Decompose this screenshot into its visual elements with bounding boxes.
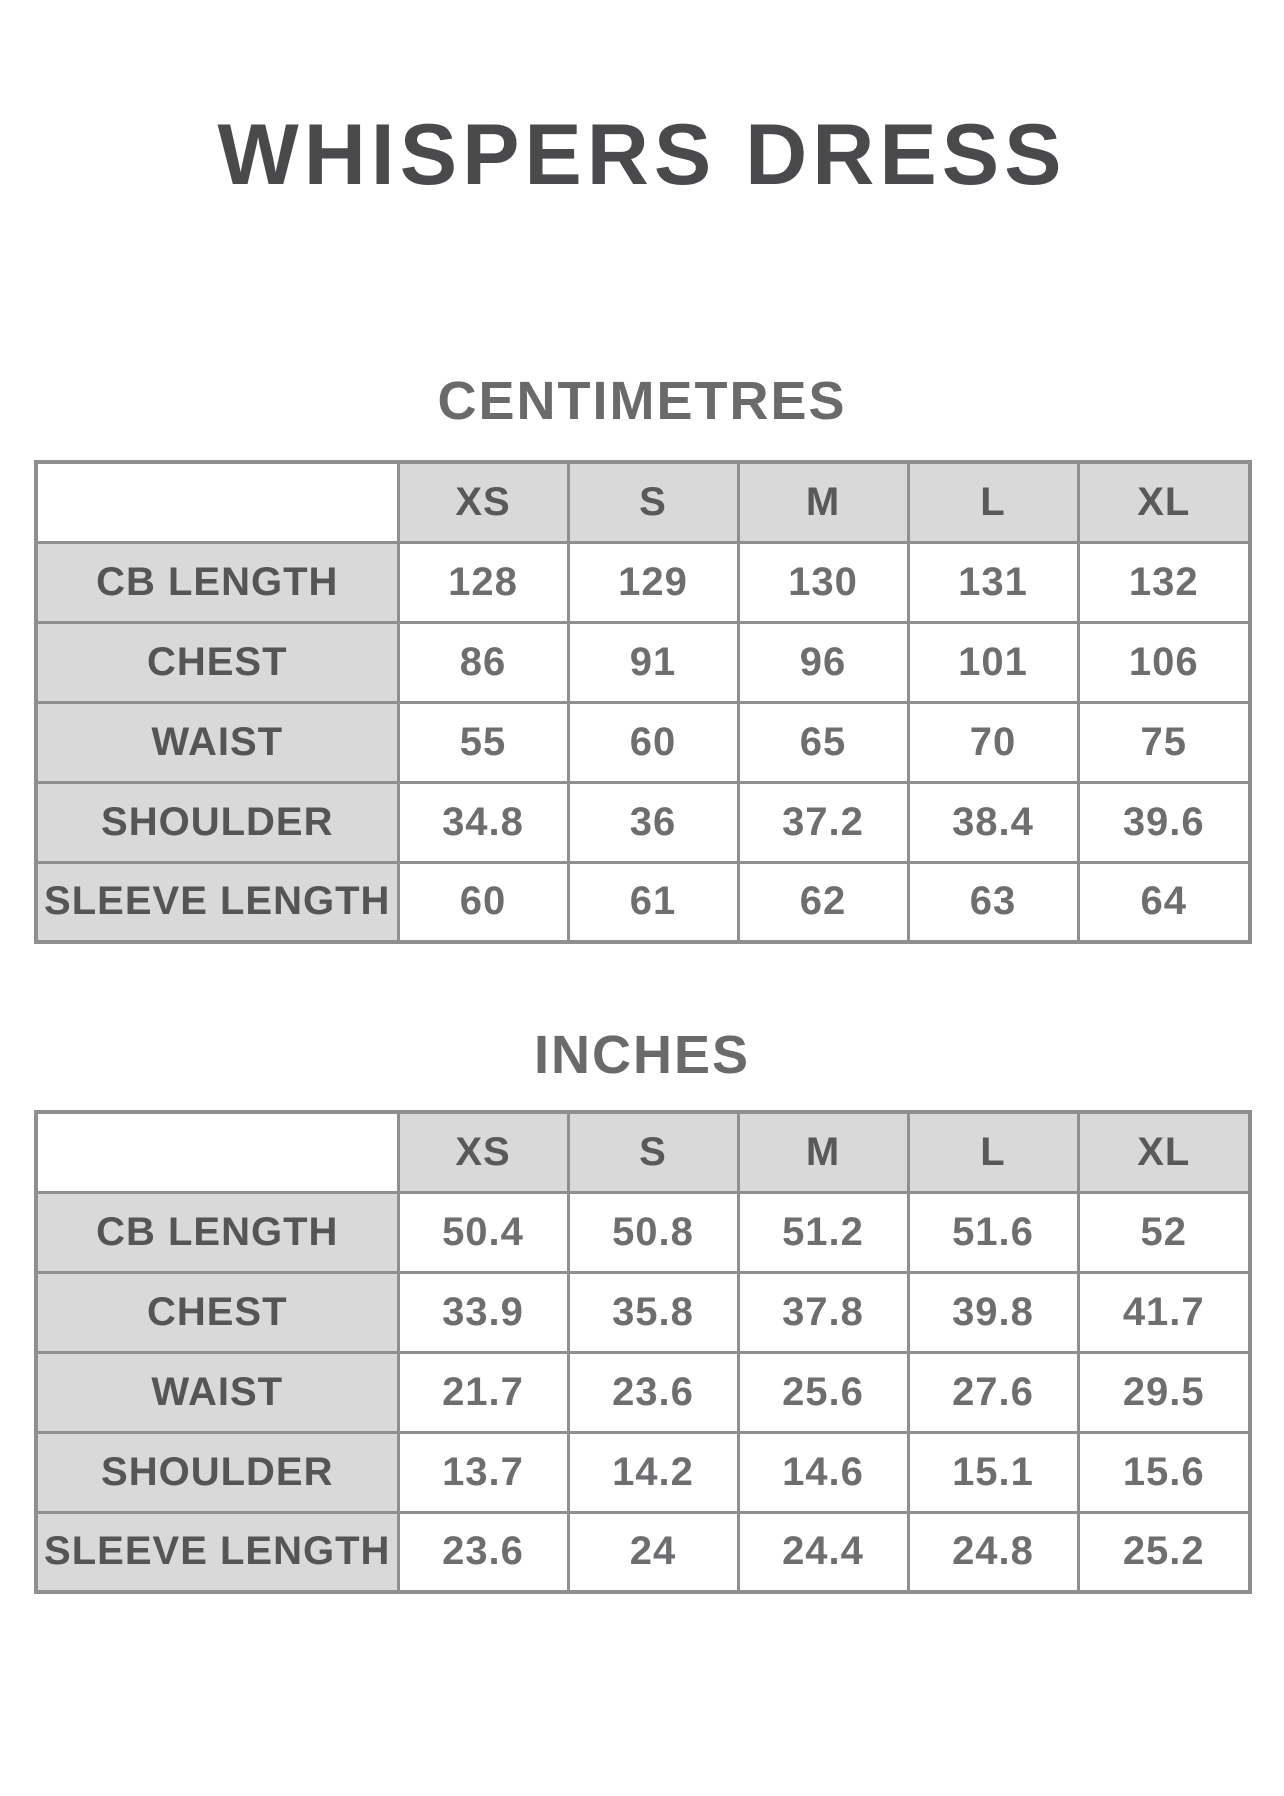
corner-cell bbox=[34, 1110, 400, 1194]
value-cell: 60 bbox=[566, 700, 740, 784]
value-cell: 21.7 bbox=[396, 1350, 570, 1434]
table-row: CB LENGTH 128 129 130 131 132 bbox=[34, 540, 1252, 624]
row-label: CB LENGTH bbox=[34, 540, 400, 624]
value-cell: 36 bbox=[566, 780, 740, 864]
row-label: SLEEVE LENGTH bbox=[34, 860, 400, 944]
row-label: SLEEVE LENGTH bbox=[34, 1510, 400, 1594]
row-label: WAIST bbox=[34, 700, 400, 784]
page-title: WHISPERS DRESS bbox=[217, 107, 1067, 203]
value-cell: 52 bbox=[1076, 1190, 1252, 1274]
value-cell: 35.8 bbox=[566, 1270, 740, 1354]
column-header-xs: XS bbox=[396, 1110, 570, 1194]
table-row: SHOULDER 34.8 36 37.2 38.4 39.6 bbox=[34, 780, 1252, 864]
column-header-l: L bbox=[906, 460, 1080, 544]
value-cell: 70 bbox=[906, 700, 1080, 784]
value-cell: 29.5 bbox=[1076, 1350, 1252, 1434]
value-cell: 15.6 bbox=[1076, 1430, 1252, 1514]
value-cell: 27.6 bbox=[906, 1350, 1080, 1434]
value-cell: 91 bbox=[566, 620, 740, 704]
value-cell: 25.2 bbox=[1076, 1510, 1252, 1594]
table-row: CB LENGTH 50.4 50.8 51.2 51.6 52 bbox=[34, 1190, 1252, 1274]
value-cell: 41.7 bbox=[1076, 1270, 1252, 1354]
column-header-xl: XL bbox=[1076, 1110, 1252, 1194]
value-cell: 62 bbox=[736, 860, 910, 944]
row-label: SHOULDER bbox=[34, 1430, 400, 1514]
table-row: WAIST 55 60 65 70 75 bbox=[34, 700, 1252, 784]
column-header-s: S bbox=[566, 460, 740, 544]
value-cell: 130 bbox=[736, 540, 910, 624]
value-cell: 37.2 bbox=[736, 780, 910, 864]
value-cell: 24 bbox=[566, 1510, 740, 1594]
column-header-m: M bbox=[736, 460, 910, 544]
section-heading-inches: INCHES bbox=[533, 1025, 751, 1085]
value-cell: 14.6 bbox=[736, 1430, 910, 1514]
table-header-row: XS S M L XL bbox=[34, 460, 1252, 544]
value-cell: 61 bbox=[566, 860, 740, 944]
value-cell: 33.9 bbox=[396, 1270, 570, 1354]
table-row: WAIST 21.7 23.6 25.6 27.6 29.5 bbox=[34, 1350, 1252, 1434]
value-cell: 37.8 bbox=[736, 1270, 910, 1354]
value-cell: 63 bbox=[906, 860, 1080, 944]
value-cell: 131 bbox=[906, 540, 1080, 624]
value-cell: 14.2 bbox=[566, 1430, 740, 1514]
value-cell: 34.8 bbox=[396, 780, 570, 864]
table-row: CHEST 86 91 96 101 106 bbox=[34, 620, 1252, 704]
value-cell: 96 bbox=[736, 620, 910, 704]
column-header-xs: XS bbox=[396, 460, 570, 544]
row-label: WAIST bbox=[34, 1350, 400, 1434]
value-cell: 50.8 bbox=[566, 1190, 740, 1274]
value-cell: 128 bbox=[396, 540, 570, 624]
value-cell: 60 bbox=[396, 860, 570, 944]
column-header-xl: XL bbox=[1076, 460, 1252, 544]
corner-cell bbox=[34, 460, 400, 544]
value-cell: 75 bbox=[1076, 700, 1252, 784]
value-cell: 129 bbox=[566, 540, 740, 624]
value-cell: 25.6 bbox=[736, 1350, 910, 1434]
section-heading-centimetres: CENTIMETRES bbox=[437, 371, 847, 431]
value-cell: 38.4 bbox=[906, 780, 1080, 864]
value-cell: 64 bbox=[1076, 860, 1252, 944]
column-header-l: L bbox=[906, 1110, 1080, 1194]
table-row: SLEEVE LENGTH 23.6 24 24.4 24.8 25.2 bbox=[34, 1510, 1252, 1594]
table-row: SHOULDER 13.7 14.2 14.6 15.1 15.6 bbox=[34, 1430, 1252, 1514]
column-header-m: M bbox=[736, 1110, 910, 1194]
value-cell: 23.6 bbox=[396, 1510, 570, 1594]
value-cell: 24.4 bbox=[736, 1510, 910, 1594]
value-cell: 132 bbox=[1076, 540, 1252, 624]
column-header-s: S bbox=[566, 1110, 740, 1194]
value-cell: 65 bbox=[736, 700, 910, 784]
value-cell: 51.6 bbox=[906, 1190, 1080, 1274]
value-cell: 101 bbox=[906, 620, 1080, 704]
value-cell: 55 bbox=[396, 700, 570, 784]
table-row: CHEST 33.9 35.8 37.8 39.8 41.7 bbox=[34, 1270, 1252, 1354]
table-row: SLEEVE LENGTH 60 61 62 63 64 bbox=[34, 860, 1252, 944]
value-cell: 39.8 bbox=[906, 1270, 1080, 1354]
value-cell: 50.4 bbox=[396, 1190, 570, 1274]
row-label: CHEST bbox=[34, 1270, 400, 1354]
value-cell: 13.7 bbox=[396, 1430, 570, 1514]
value-cell: 23.6 bbox=[566, 1350, 740, 1434]
value-cell: 51.2 bbox=[736, 1190, 910, 1274]
size-table-centimetres: XS S M L XL CB LENGTH 128 129 130 131 13… bbox=[34, 460, 1252, 944]
row-label: CB LENGTH bbox=[34, 1190, 400, 1274]
value-cell: 86 bbox=[396, 620, 570, 704]
row-label: CHEST bbox=[34, 620, 400, 704]
size-table-inches: XS S M L XL CB LENGTH 50.4 50.8 51.2 51.… bbox=[34, 1110, 1252, 1594]
value-cell: 15.1 bbox=[906, 1430, 1080, 1514]
row-label: SHOULDER bbox=[34, 780, 400, 864]
table-header-row: XS S M L XL bbox=[34, 1110, 1252, 1194]
value-cell: 106 bbox=[1076, 620, 1252, 704]
value-cell: 24.8 bbox=[906, 1510, 1080, 1594]
value-cell: 39.6 bbox=[1076, 780, 1252, 864]
